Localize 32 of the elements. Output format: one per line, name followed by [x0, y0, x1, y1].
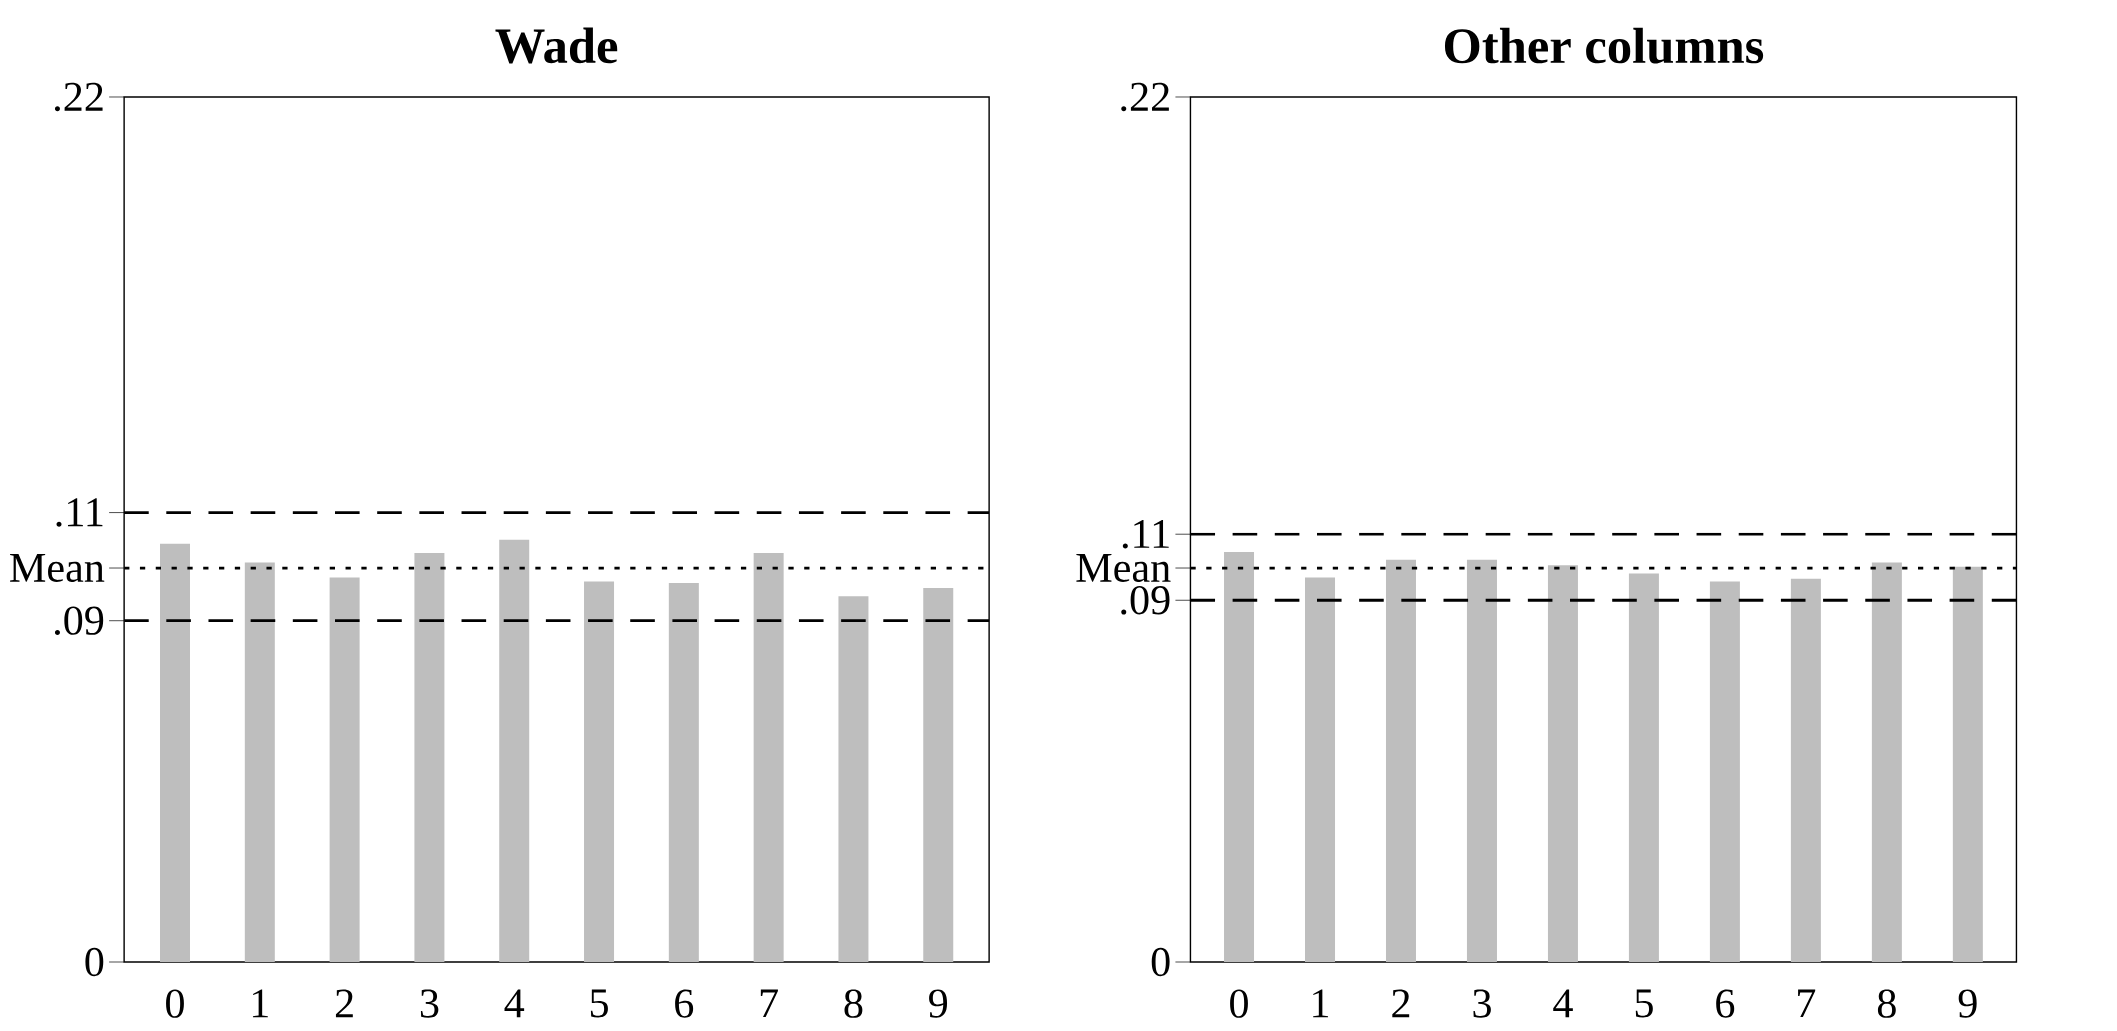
x-tick-label: 6 [675, 989, 694, 1018]
y-tick-label: .22 [1121, 82, 1169, 112]
y-tick-label: 0 [85, 947, 104, 977]
x-tick-label: 0 [1230, 989, 1248, 1018]
x-tick-label: 2 [1392, 989, 1410, 1018]
x-tick-label: 8 [844, 989, 863, 1018]
x-tick-label: 1 [252, 989, 268, 1018]
x-tick-label: 1 [1313, 989, 1329, 1018]
x-tick-label: 7 [760, 989, 778, 1018]
y-tick-label: Mean [10, 554, 105, 583]
x-tick-label: 3 [420, 989, 439, 1018]
y-tick-label: .11 [56, 498, 103, 527]
y-tick-label: Mean [1076, 554, 1171, 583]
x-tick-label: 2 [335, 989, 353, 1018]
x-tick-label: 5 [1635, 989, 1653, 1018]
x-tick-label: 3 [1473, 989, 1491, 1018]
y-tick-label: .22 [54, 82, 103, 112]
y-tick-label: .09 [1121, 585, 1170, 615]
x-tick-label: 4 [504, 989, 525, 1018]
x-tick-label: 9 [1958, 989, 1977, 1018]
chart-title: Other columns [1444, 27, 1764, 64]
x-tick-label: 4 [1553, 989, 1573, 1018]
y-tick-label: .09 [54, 606, 104, 636]
x-tick-label: 5 [590, 989, 608, 1018]
x-tick-label: 9 [929, 989, 948, 1018]
chart-title: Wade [495, 27, 618, 64]
x-tick-label: 8 [1877, 989, 1896, 1018]
y-tick-label: .11 [1122, 520, 1169, 549]
y-tick-label: 0 [1151, 947, 1170, 977]
x-tick-label: 7 [1798, 989, 1816, 1018]
x-tick-label: 6 [1716, 989, 1735, 1018]
x-tick-label: 0 [166, 989, 184, 1018]
